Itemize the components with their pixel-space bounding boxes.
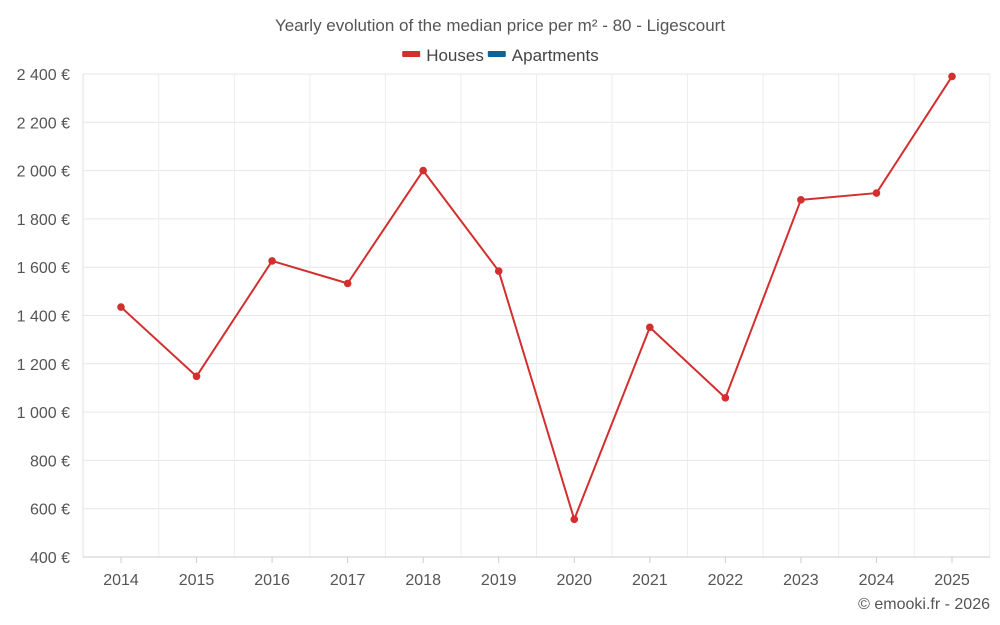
data-point-houses xyxy=(872,189,881,197)
x-tick-label: 2023 xyxy=(783,572,819,589)
y-axis: 400 € 600 € 800 € 1 000 € 1 200 € 1 400 € 1 60… xyxy=(17,67,84,567)
x-tick-label: 2020 xyxy=(556,572,592,589)
x-axis: 2014 2015 2016 2017 2018 2019 2020 2021 2022 2023… xyxy=(83,556,990,589)
series-layer xyxy=(117,72,956,524)
data-point-houses xyxy=(948,72,956,81)
x-tick-label: 2017 xyxy=(330,572,366,589)
chart-title: Yearly evolution of the median price per… xyxy=(275,16,725,35)
x-tick-label: 2014 xyxy=(103,572,139,589)
y-tick-label: 1 600 € xyxy=(17,260,70,277)
legend-item-apartments[interactable]: Apartments xyxy=(487,46,599,65)
data-point-houses xyxy=(192,372,201,381)
data-point-houses xyxy=(117,303,125,311)
x-tick-label: 2016 xyxy=(254,572,290,589)
y-tick-label: 2 200 € xyxy=(17,115,70,132)
y-tick-label: 800 € xyxy=(30,453,70,470)
grid xyxy=(82,73,991,557)
y-tick-label: 1 200 € xyxy=(17,357,70,374)
y-tick-label: 400 € xyxy=(30,550,70,567)
x-tick-label: 2025 xyxy=(934,572,970,589)
legend-swatch-houses xyxy=(402,51,421,57)
series-line-houses xyxy=(120,75,953,521)
data-point-houses xyxy=(268,257,276,265)
x-tick-label: 2019 xyxy=(481,572,517,589)
y-tick-label: 1 400 € xyxy=(17,309,70,326)
data-point-houses xyxy=(570,515,579,524)
x-tick-label: 2015 xyxy=(179,572,215,589)
legend: Houses Apartments xyxy=(402,46,599,65)
data-point-houses xyxy=(797,196,805,204)
data-point-houses xyxy=(494,267,503,275)
y-tick-label: 1 000 € xyxy=(17,405,70,422)
x-tick-label: 2018 xyxy=(405,572,441,589)
data-point-houses xyxy=(343,279,352,288)
y-tick-label: 2 000 € xyxy=(17,164,70,181)
legend-item-houses[interactable]: Houses xyxy=(402,46,484,65)
legend-label: Houses xyxy=(426,46,484,65)
data-point-houses xyxy=(419,166,427,175)
data-point-houses xyxy=(646,323,654,332)
credit-text: © emooki.fr - 2026 xyxy=(858,596,990,613)
x-tick-label: 2022 xyxy=(708,572,744,589)
x-tick-label: 2024 xyxy=(859,572,895,589)
y-tick-label: 1 800 € xyxy=(17,212,70,229)
data-point-houses xyxy=(721,394,730,402)
legend-label: Apartments xyxy=(512,46,599,65)
x-tick-label: 2021 xyxy=(632,572,668,589)
y-tick-label: 600 € xyxy=(30,502,70,519)
y-tick-label: 2 400 € xyxy=(17,67,70,84)
legend-swatch-apartments xyxy=(487,51,506,57)
